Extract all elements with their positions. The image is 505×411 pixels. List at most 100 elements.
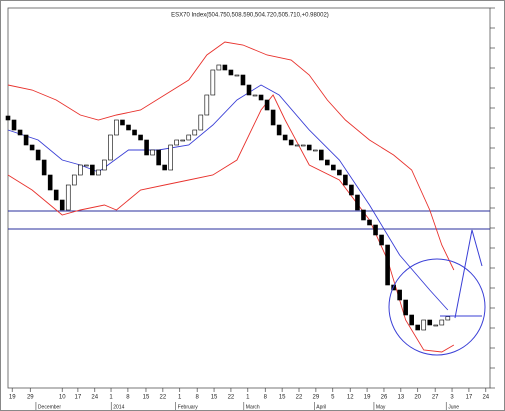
x-tick-label: 22 xyxy=(228,395,235,401)
candle xyxy=(198,114,204,131)
x-tick-label: 15 xyxy=(143,395,150,401)
candle xyxy=(282,134,288,141)
x-tick-label: 5 xyxy=(331,395,335,401)
candle xyxy=(433,324,439,327)
candle xyxy=(318,149,324,161)
candle xyxy=(415,324,421,331)
candle xyxy=(53,189,59,201)
candle xyxy=(114,119,119,136)
candle xyxy=(258,94,264,101)
candle xyxy=(403,299,408,316)
month-label: May xyxy=(376,404,386,410)
candle xyxy=(216,64,222,71)
candle xyxy=(59,199,65,211)
x-tick-label: 27 xyxy=(432,395,439,401)
candle xyxy=(421,319,427,331)
x-tick-label: 22 xyxy=(159,395,166,401)
candle xyxy=(162,164,167,171)
candle xyxy=(210,69,216,96)
candle xyxy=(35,149,41,161)
candle xyxy=(108,134,113,161)
x-tick-label: 15 xyxy=(211,395,218,401)
candle xyxy=(41,159,47,176)
candle xyxy=(234,74,240,77)
candle xyxy=(132,129,137,136)
candle xyxy=(186,134,192,141)
x-tick-label: 12 xyxy=(347,395,354,401)
x-tick-label: 29 xyxy=(27,395,34,401)
candle xyxy=(90,164,95,176)
candle xyxy=(204,94,210,116)
x-tick-label: 1 xyxy=(109,395,113,401)
candle xyxy=(264,99,270,111)
candle xyxy=(174,139,179,146)
candle xyxy=(102,159,107,171)
candle xyxy=(294,144,300,147)
candle xyxy=(156,149,161,166)
candle xyxy=(409,314,414,326)
x-tick-label: 19 xyxy=(9,395,16,401)
candle xyxy=(270,109,276,126)
candle xyxy=(29,144,35,151)
candle xyxy=(246,84,252,96)
candle xyxy=(47,174,53,191)
candle xyxy=(349,184,354,196)
candle xyxy=(312,149,318,152)
x-tick-label: 24 xyxy=(482,395,489,401)
candle xyxy=(355,194,360,211)
candle xyxy=(138,134,143,141)
x-tick-label: 1 xyxy=(246,395,250,401)
candle xyxy=(71,174,77,186)
month-label: April xyxy=(316,404,326,410)
candle xyxy=(252,94,258,97)
x-tick-label: 17 xyxy=(466,395,473,401)
x-tick-label: 13 xyxy=(397,395,404,401)
x-tick-label: 29 xyxy=(313,395,320,401)
projection-line xyxy=(454,229,483,319)
month-label: June xyxy=(448,404,459,410)
candle xyxy=(367,219,372,226)
month-label: December xyxy=(38,404,61,410)
band-line xyxy=(7,41,455,271)
candle xyxy=(300,144,306,147)
candle xyxy=(96,169,101,176)
candle xyxy=(23,134,29,146)
candle xyxy=(228,69,234,76)
candle xyxy=(144,139,149,156)
x-tick-label: 8 xyxy=(196,395,200,401)
x-tick-label: 10 xyxy=(59,395,66,401)
candle xyxy=(445,316,451,321)
x-tick-label: 26 xyxy=(381,395,388,401)
month-label: March xyxy=(246,404,260,410)
candle xyxy=(373,224,378,236)
candle xyxy=(17,129,23,136)
candle xyxy=(427,319,433,326)
candle xyxy=(78,164,83,176)
x-tick-label: 22 xyxy=(296,395,303,401)
x-tick-label: 8 xyxy=(264,395,268,401)
month-label: 2014 xyxy=(113,404,124,410)
candle xyxy=(276,124,282,136)
candle xyxy=(337,169,342,176)
candle xyxy=(84,164,89,167)
candle xyxy=(288,139,294,146)
band-line xyxy=(7,94,455,353)
candle xyxy=(343,174,348,186)
candle xyxy=(180,139,186,142)
candle xyxy=(150,149,155,156)
candle xyxy=(379,234,384,246)
candle xyxy=(222,64,228,71)
candle xyxy=(397,289,402,301)
candle xyxy=(385,244,390,286)
candle xyxy=(168,144,173,171)
x-tick-label: 17 xyxy=(75,395,82,401)
candle xyxy=(325,159,330,166)
candle xyxy=(65,184,71,211)
x-tick-label: 24 xyxy=(91,395,98,401)
x-tick-label: 3 xyxy=(450,395,454,401)
candle xyxy=(391,284,396,291)
candle xyxy=(439,319,445,326)
candle xyxy=(5,115,11,121)
candle xyxy=(331,164,336,171)
